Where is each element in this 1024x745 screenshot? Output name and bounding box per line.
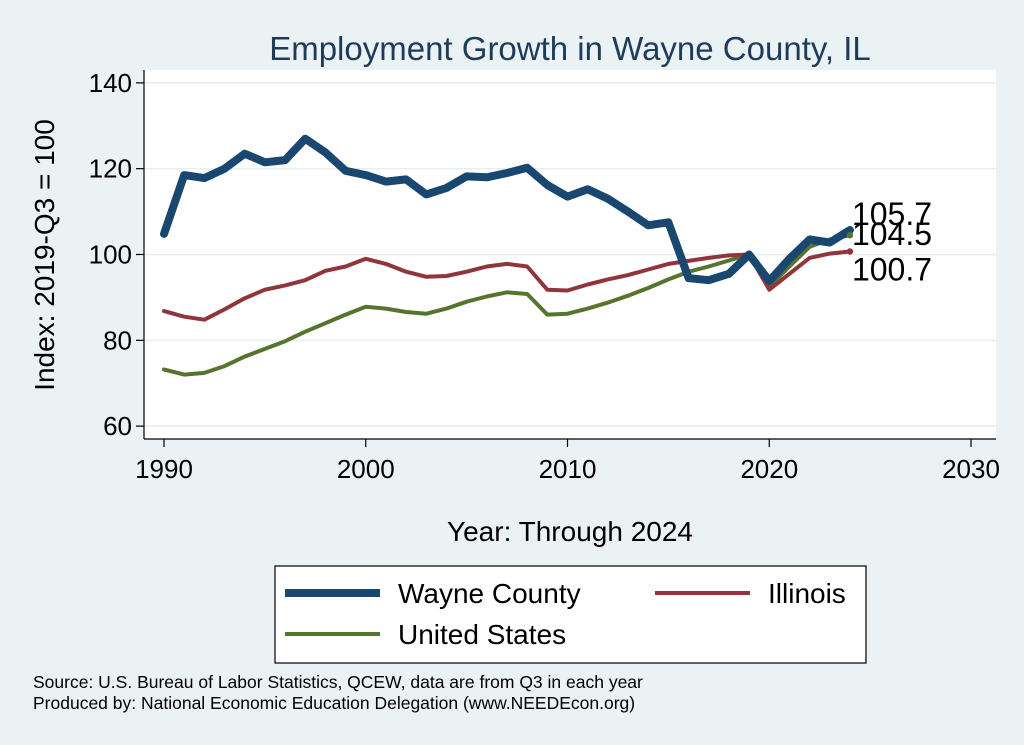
legend-box [274, 565, 867, 664]
series-line-wayne-county [160, 134, 854, 286]
x-axis-title: Year: Through 2024 [447, 516, 693, 547]
legend-label-0: Wayne County [398, 578, 581, 609]
x-tick-label-2030: 2030 [942, 454, 1000, 484]
y-tick-label-80: 80 [103, 325, 132, 355]
end-label-1: 100.7 [852, 251, 932, 287]
legend-label-2: United States [398, 619, 566, 650]
x-tick-label-1990: 1990 [135, 454, 193, 484]
series-line-united-states [162, 233, 852, 377]
legend-label-1: Illinois [768, 578, 846, 609]
legend-items: Wayne County Illinois United States [285, 578, 846, 650]
x-ticks: 1990 2000 2010 2020 2030 [135, 439, 1000, 484]
produced-by-note: Produced by: National Economic Education… [33, 693, 635, 713]
y-axis-title: Index: 2019-Q3 = 100 [29, 119, 60, 391]
x-tick-label-2010: 2010 [539, 454, 597, 484]
y-tick-label-60: 60 [103, 411, 132, 441]
source-note: Source: U.S. Bureau of Labor Statistics,… [33, 672, 643, 692]
chart-title: Employment Growth in Wayne County, IL [269, 30, 871, 67]
y-ticks: 60 80 100 120 140 [89, 68, 144, 441]
x-tick-label-2020: 2020 [740, 454, 798, 484]
series-line-illinois [162, 249, 852, 322]
y-tick-label-140: 140 [89, 68, 132, 98]
legend: Wayne County Illinois United States [274, 565, 867, 664]
x-tick-label-2000: 2000 [337, 454, 395, 484]
end-point-0 [846, 226, 854, 234]
end-point-1 [846, 248, 854, 255]
end-label-2: 104.5 [852, 216, 932, 252]
gridlines [144, 82, 996, 427]
end-label-0: 105.7 [852, 196, 932, 232]
end-point-2 [846, 231, 854, 239]
plot-area: 60 80 100 120 140 1990 2000 2010 2020 2030 105.7… [89, 68, 1000, 484]
y-tick-label-100: 100 [89, 240, 132, 270]
series-lines [160, 134, 854, 377]
y-tick-label-120: 120 [89, 154, 132, 184]
